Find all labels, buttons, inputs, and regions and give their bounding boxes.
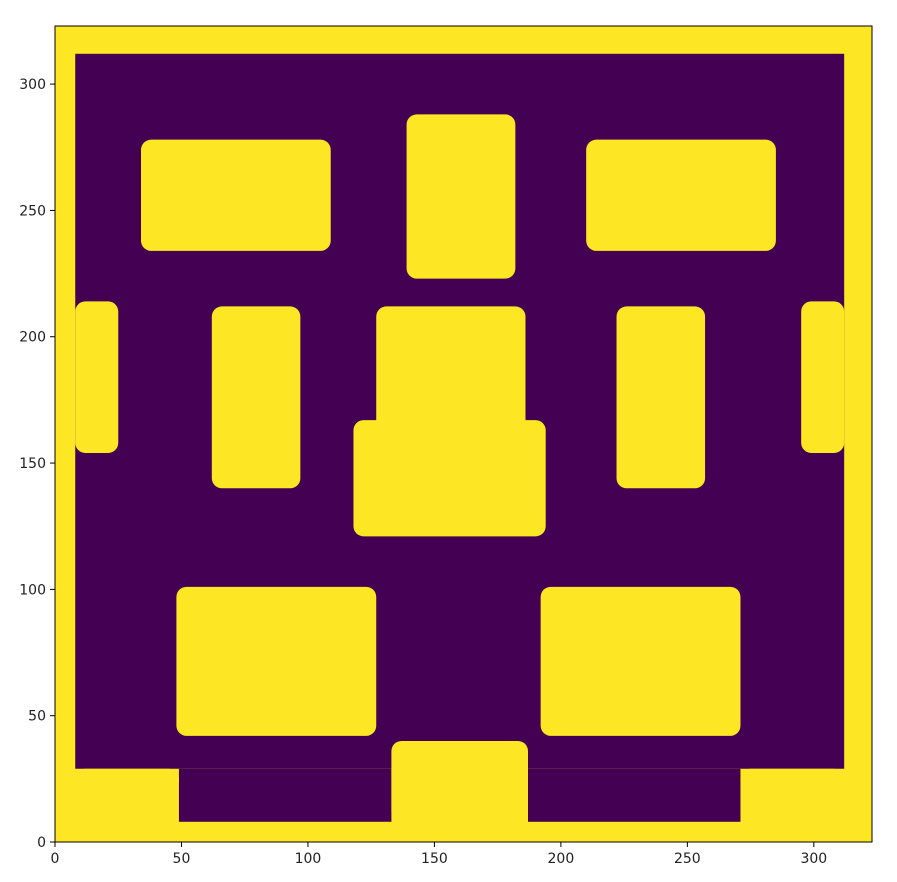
x-tick-label: 100	[295, 851, 322, 867]
heatmap-region-center-upper-block	[376, 306, 526, 441]
heatmap-region-top-left-block	[141, 139, 331, 251]
x-tick-label: 150	[421, 851, 448, 867]
x-tick-label: 50	[173, 851, 191, 867]
y-tick-label: 0	[37, 835, 46, 851]
y-tick-label: 50	[28, 709, 46, 725]
x-tick-label: 250	[674, 851, 701, 867]
y-axis: 0 50 100 150 200 250 300	[19, 77, 55, 851]
heatmap-region-left-edge-block	[75, 301, 119, 453]
heatmap-region-bottom-channel-right	[528, 768, 741, 822]
y-tick-label: 250	[19, 203, 46, 219]
heatmap-region-bottom-center-bump	[391, 740, 528, 822]
plot-area	[55, 26, 872, 842]
heatmap-region-bottom-channel-left	[178, 768, 392, 822]
y-tick-label: 200	[19, 330, 46, 346]
heatmap-region-bottom-right-block	[540, 586, 741, 736]
heatmap-region-top-right-block	[586, 139, 776, 251]
heatmap-region-top-center-block	[406, 114, 516, 279]
heatmap-region-bottom-left-block	[176, 586, 377, 736]
y-tick-label: 150	[19, 456, 46, 472]
heatmap-region-mid-right-block	[616, 306, 706, 489]
heatmap-region-right-edge-block	[801, 301, 845, 453]
axes-frame	[54, 25, 873, 843]
heatmap-region-bottom-corner-right	[740, 768, 845, 792]
heatmap-region-bottom-corner-left	[75, 768, 179, 792]
x-tick-label: 0	[51, 851, 60, 867]
heatmap-region-mid-left-block	[211, 306, 301, 489]
y-tick-label: 100	[19, 582, 46, 598]
y-tick-label: 300	[19, 77, 46, 93]
heatmap-region-center-lower-block	[353, 420, 546, 537]
x-tick-label: 300	[800, 851, 827, 867]
x-tick-label: 200	[548, 851, 575, 867]
x-axis: 0 50 100 150 200 250 300	[51, 842, 827, 867]
